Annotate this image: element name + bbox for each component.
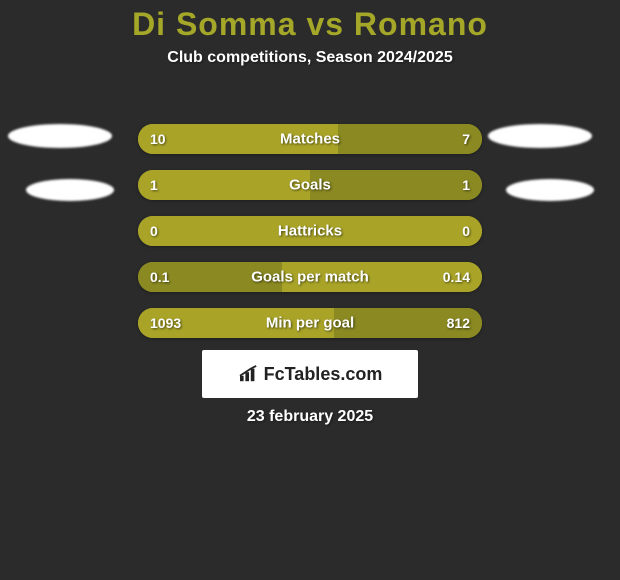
stat-label: Hattricks [278, 223, 342, 240]
stat-value-left: 10 [150, 131, 166, 147]
stat-bar: 10 7 Matches [138, 124, 482, 154]
player-left-name: Di Somma [132, 6, 296, 42]
stat-label: Goals per match [251, 269, 369, 286]
stat-value-left: 1 [150, 177, 158, 193]
stat-bar: 1 1 Goals [138, 170, 482, 200]
player-shadow-ellipse [8, 124, 112, 148]
stats-container: 10 7 Matches 1 1 Goals 0 0 Hattricks 0.1 0.14 Goals… [138, 124, 482, 354]
stat-bar: 0 0 Hattricks [138, 216, 482, 246]
stat-value-right: 7 [462, 131, 470, 147]
stat-bar-right-fill [338, 124, 482, 154]
subtitle: Club competitions, Season 2024/2025 [0, 49, 620, 67]
logo-text: FcTables.com [264, 364, 383, 385]
player-shadow-ellipse [26, 179, 114, 201]
stat-label: Goals [289, 177, 331, 194]
site-logo: FcTables.com [202, 350, 418, 398]
player-shadow-ellipse [488, 124, 592, 148]
comparison-card: Di Somma vs Romano Club competitions, Se… [0, 0, 620, 580]
stat-value-right: 1 [462, 177, 470, 193]
stat-bar-left-fill [138, 170, 310, 200]
stat-value-left: 0 [150, 223, 158, 239]
stat-bar: 0.1 0.14 Goals per match [138, 262, 482, 292]
stat-value-left: 0.1 [150, 269, 169, 285]
vs-text: vs [297, 6, 354, 42]
stat-value-right: 0 [462, 223, 470, 239]
stat-label: Min per goal [266, 315, 354, 332]
player-shadow-ellipse [506, 179, 594, 201]
stat-value-left: 1093 [150, 315, 181, 331]
date-stamp: 23 february 2025 [247, 408, 373, 426]
stat-value-right: 812 [447, 315, 470, 331]
page-title: Di Somma vs Romano [0, 0, 620, 43]
stat-label: Matches [280, 131, 340, 148]
stat-value-right: 0.14 [443, 269, 470, 285]
stat-bar-right-fill [310, 170, 482, 200]
player-right-name: Romano [354, 6, 488, 42]
stat-bar: 1093 812 Min per goal [138, 308, 482, 338]
bar-chart-icon [238, 365, 260, 383]
